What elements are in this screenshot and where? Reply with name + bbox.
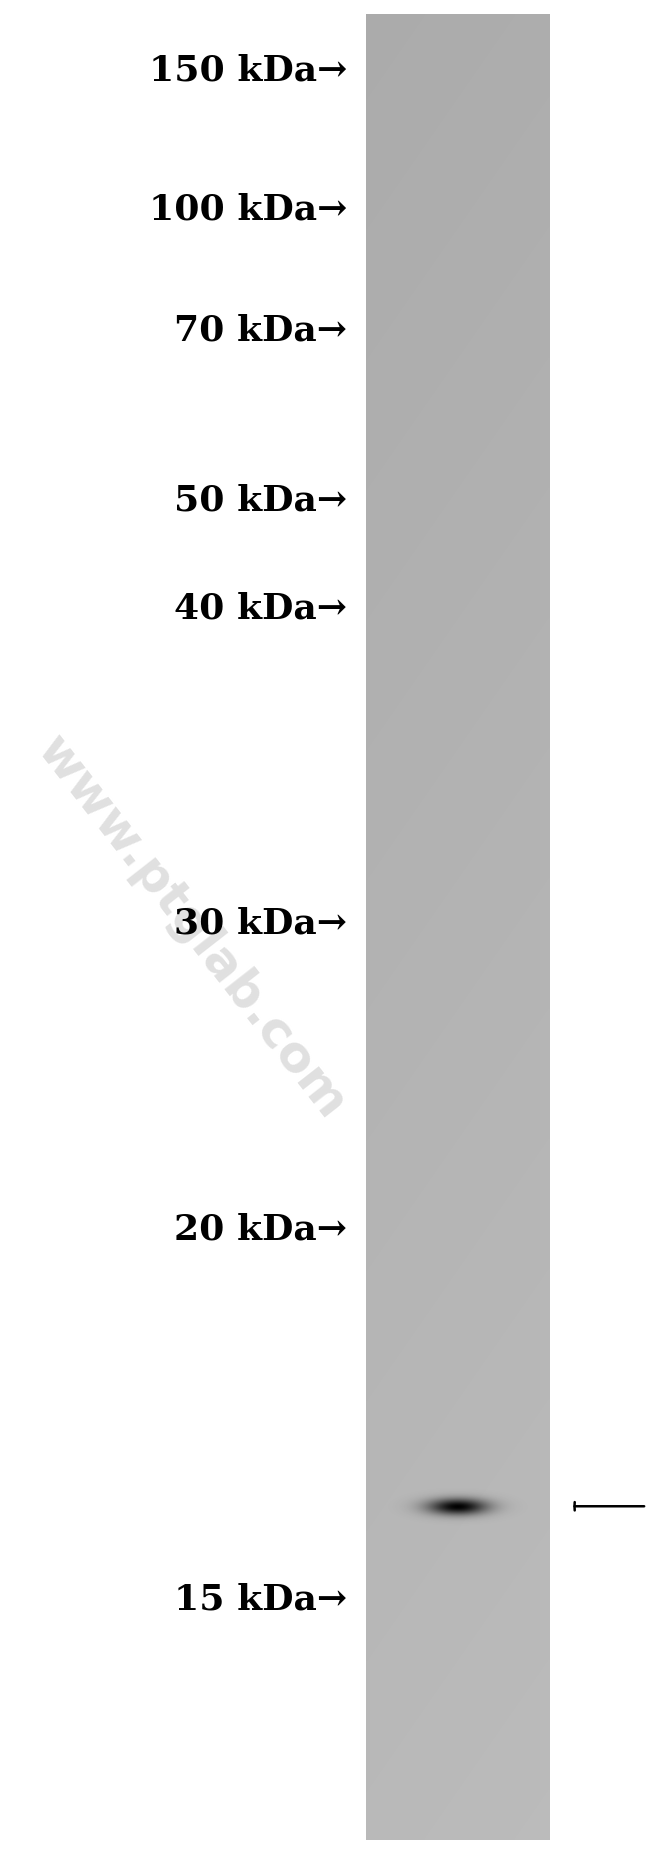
Text: 30 kDa→: 30 kDa→: [174, 907, 347, 940]
Text: 40 kDa→: 40 kDa→: [174, 592, 347, 625]
Text: www.ptglab.com: www.ptglab.com: [27, 727, 356, 1128]
Text: 150 kDa→: 150 kDa→: [149, 54, 347, 87]
Text: 20 kDa→: 20 kDa→: [174, 1213, 347, 1247]
Text: 100 kDa→: 100 kDa→: [149, 193, 347, 226]
Text: 15 kDa→: 15 kDa→: [174, 1582, 347, 1616]
Text: 50 kDa→: 50 kDa→: [174, 484, 347, 518]
Text: 70 kDa→: 70 kDa→: [174, 313, 347, 347]
